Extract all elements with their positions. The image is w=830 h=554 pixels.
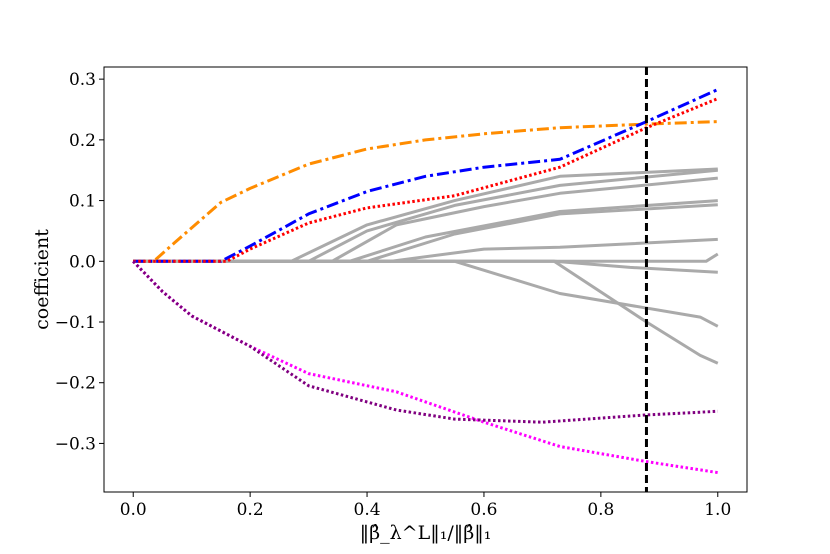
coefficient-path-5 xyxy=(132,260,718,424)
coefficient-path-3 xyxy=(133,97,719,263)
x-axis-ticks: 0.0 0.2 0.4 0.6 0.8 1.0 xyxy=(120,492,731,520)
y-tick-label: −0.2 xyxy=(55,374,96,394)
y-tick-label: −0.1 xyxy=(55,313,96,333)
x-tick-label: 0.6 xyxy=(470,500,497,520)
x-tick-label: 0.4 xyxy=(354,500,381,520)
x-axis-label: ‖β̂_λ^L‖₁/‖β̂‖₁ xyxy=(360,522,492,544)
coefficient-path-14 xyxy=(133,259,719,328)
coefficient-path-2 xyxy=(133,88,719,263)
coefficient-path-8 xyxy=(133,176,718,263)
y-axis-ticks: −0.3 −0.2 −0.1 0.0 0.1 0.2 0.3 xyxy=(55,70,104,454)
plot-frame xyxy=(103,66,748,493)
coefficient-path-13 xyxy=(133,259,718,274)
y-tick-label: 0.1 xyxy=(69,192,96,212)
coefficient-path-15 xyxy=(133,259,719,365)
coefficient-path-4 xyxy=(132,260,719,475)
coefficient-path-1 xyxy=(133,120,718,263)
y-tick-label: −0.3 xyxy=(55,434,96,454)
y-tick-label: 0.0 xyxy=(69,252,96,272)
y-axis-label: coefficient xyxy=(31,229,53,330)
y-tick-label: 0.3 xyxy=(69,70,96,90)
x-tick-label: 0.0 xyxy=(120,500,147,520)
series-layer xyxy=(132,88,719,475)
x-tick-label: 0.8 xyxy=(587,500,614,520)
x-tick-label: 0.2 xyxy=(237,500,264,520)
coefficient-path-7 xyxy=(133,168,718,263)
x-tick-label: 1.0 xyxy=(704,500,731,520)
y-tick-label: 0.2 xyxy=(69,131,96,151)
